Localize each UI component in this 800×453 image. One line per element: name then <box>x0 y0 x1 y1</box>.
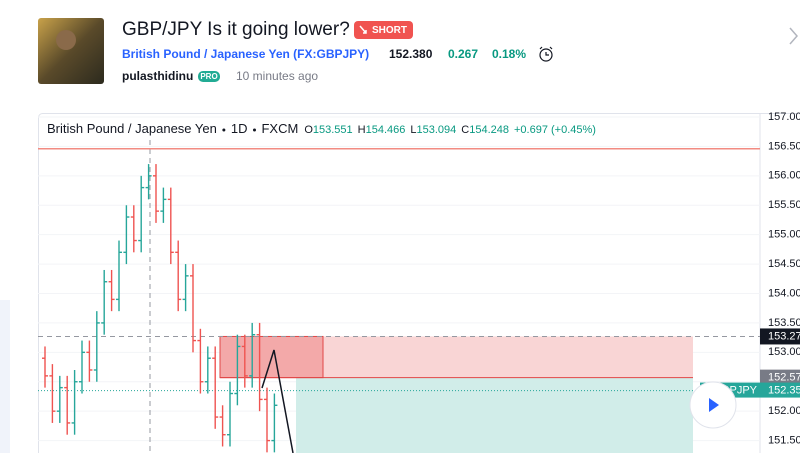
profit-zone <box>296 377 693 453</box>
y-tick-label: 157.00 <box>768 111 800 123</box>
legend-symbol: British Pound / Japanese Yen <box>47 121 217 136</box>
symbol-link[interactable]: British Pound / Japanese Yen (FX:GBPJPY) <box>122 47 369 61</box>
y-tick-label: 156.00 <box>768 170 800 182</box>
short-badge <box>354 21 413 39</box>
ohlc-label: L <box>410 124 416 136</box>
chart-legend: British Pound / Japanese Yen 1D FXCM O153.5… <box>47 121 596 136</box>
y-tick-label: 155.00 <box>768 229 800 241</box>
badge-text: SHORT <box>372 25 407 36</box>
price: 152.380 <box>389 47 433 61</box>
projection-line <box>261 349 294 453</box>
entry-label: 152.57 <box>768 372 800 384</box>
legend-source: FXCM <box>261 121 298 136</box>
legend-change: +0.697 (+0.45%) <box>514 124 596 136</box>
next-arrow[interactable] <box>789 27 798 45</box>
ohlc-value: 154.466 <box>366 124 406 136</box>
play-icon <box>709 398 719 412</box>
current-label: 152.35 <box>768 384 800 396</box>
y-tick-label: 154.00 <box>768 287 800 299</box>
pro-text: PRO <box>200 72 217 81</box>
change: 0.267 <box>448 47 478 61</box>
legend-text: British Pound / Japanese Yen 1D FXCM O153.5… <box>47 121 596 136</box>
stop-label: 153.27 <box>768 330 800 342</box>
y-tick-label: 156.50 <box>768 140 800 152</box>
ohlc-value: 153.094 <box>417 124 457 136</box>
ohlc-value: 153.551 <box>313 124 353 136</box>
chart-pane <box>38 116 760 453</box>
legend-separator <box>222 128 226 132</box>
avatar[interactable] <box>38 18 104 84</box>
y-tick-label: 151.50 <box>768 434 800 446</box>
y-tick-label: 152.00 <box>768 405 800 417</box>
entry-label-bg <box>760 369 800 385</box>
author[interactable]: pulasthidinu <box>122 69 193 83</box>
alarm-icon[interactable] <box>539 46 553 62</box>
short-icon <box>359 25 367 34</box>
ohlc-label: H <box>358 124 366 136</box>
y-tick-label: 155.50 <box>768 199 800 211</box>
y-tick-label: 153.50 <box>768 317 800 329</box>
avatar-face <box>56 30 76 50</box>
ohlc-value: 154.248 <box>469 124 509 136</box>
y-tick-label: 154.50 <box>768 258 800 270</box>
legend-interval: 1D <box>231 121 248 136</box>
time: 10 minutes ago <box>236 69 318 83</box>
legend-separator <box>252 128 256 132</box>
idea-title: GBP/JPY Is it going lower? <box>122 19 350 40</box>
y-tick-label: 153.00 <box>768 346 800 358</box>
left-panel <box>0 300 10 453</box>
ohlc-label: O <box>304 124 313 136</box>
ohlc-label: C <box>461 124 469 136</box>
change-percent: 0.18% <box>492 47 526 61</box>
price-axis: 157.00 156.50 156.00 155.50 155.00 154.50 154.… <box>700 111 800 446</box>
pro-badge <box>198 71 220 82</box>
stop-label-bg <box>760 328 800 345</box>
